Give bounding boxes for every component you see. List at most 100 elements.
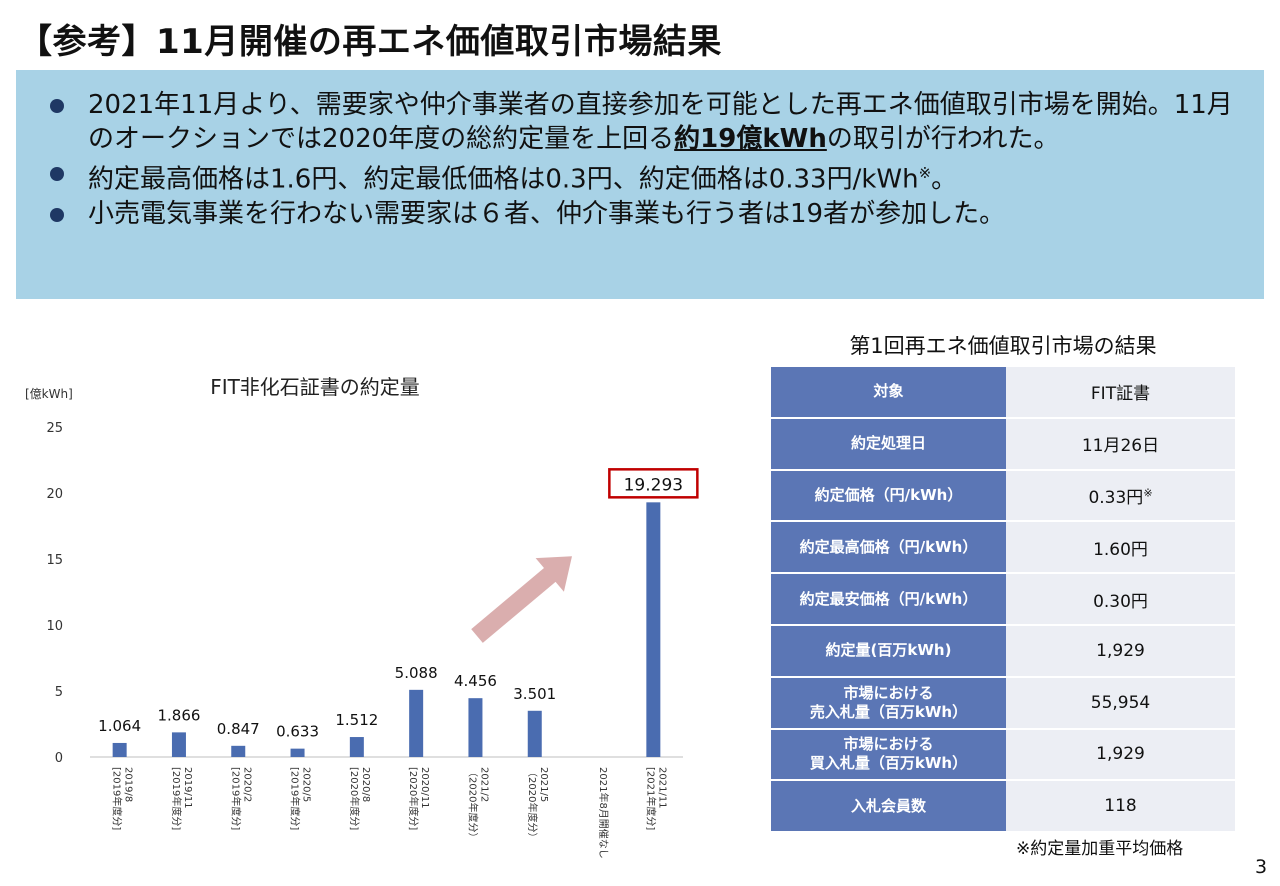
table-value-cell: 55,954 — [1006, 676, 1235, 730]
bar — [646, 502, 661, 757]
bar — [112, 742, 127, 757]
x-tick-label-line: 2020/2 — [241, 767, 252, 802]
table-key-line: 入札会員数 — [850, 796, 926, 815]
table-row: 対象 FIT証書 — [771, 367, 1235, 419]
x-tick-label-line: 2019/11 — [182, 767, 193, 809]
x-tick-label-line: 2021/2 — [478, 767, 489, 802]
results-table: 対象 FIT証書 約定処理日 11月26日 約定価格（円/kWh） 0.33円※ 約定最高価… — [771, 367, 1235, 834]
table-value-cell: 11月26日 — [1006, 417, 1235, 471]
chart-title: FIT非化石証書の約定量 — [210, 375, 420, 399]
bar — [290, 748, 305, 757]
table-row: 約定最安価格（円/kWh） 0.30円 — [771, 573, 1235, 626]
data-label: 5.088 — [395, 664, 438, 682]
table-key-line: 買入札量（百万kWh） — [809, 754, 968, 773]
table-value-cell: FIT証書 — [1006, 367, 1235, 419]
x-tick-label-line: [2020年度分] — [348, 767, 361, 830]
bullet-text: 小売電気事業を行わない需要家は６者、仲介事業も行う者は19者が参加した。 — [88, 198, 1006, 229]
bullet-item: 小売電気事業を行わない需要家は６者、仲介事業も行う者は19者が参加した。 — [48, 197, 1244, 231]
y-axis-label: [億kWh] — [25, 387, 73, 401]
table-value: 55,954 — [1090, 692, 1151, 713]
x-tick-label-line: 2021/5 — [538, 767, 549, 802]
x-tick-label: 2021年8月開催なし — [597, 767, 610, 859]
trend-arrow — [471, 556, 572, 643]
x-tick-label-line: 2020/11 — [419, 767, 430, 809]
x-tick-label-line: 2021年8月開催なし — [597, 767, 610, 859]
data-label: 1.866 — [157, 706, 200, 724]
table-row: 市場における 売入札量（百万kWh） 55,954 — [771, 676, 1235, 730]
table-key-line: 約定最安価格（円/kWh） — [799, 589, 978, 608]
bar-chart: FIT非化石証書の約定量[億kWh]05101520251.0642019/8[… — [25, 375, 699, 859]
x-tick-label-line: [2019年度分] — [229, 767, 242, 830]
x-tick-label-line: [2021年度分] — [644, 767, 657, 830]
table-key-line: 市場における — [843, 683, 934, 702]
x-tick-label: 2019/8[2019年度分] — [111, 767, 134, 830]
bullet-text: の取引が行われた。 — [826, 124, 1060, 154]
table-value-cell: 0.33円※ — [1006, 469, 1235, 523]
table-row: 約定処理日 11月26日 — [771, 417, 1235, 471]
table-key-cell: 約定処理日 — [771, 417, 1006, 471]
x-tick-label: 2021/11[2021年度分] — [644, 767, 667, 830]
table-key-line: 約定最高価格（円/kWh） — [799, 537, 978, 556]
data-label: 1.512 — [335, 711, 378, 729]
x-tick-label-line: [2019年度分] — [289, 767, 302, 830]
bullet-item: 約定最高価格は1.6円、約定最低価格は0.3円、約定価格は0.33円/kWh※。 — [48, 156, 1244, 197]
x-tick-label: 2020/2[2019年度分] — [229, 767, 252, 830]
table-value: 0.33円 — [1088, 487, 1144, 508]
table-key-line: 約定量(百万kWh) — [825, 641, 952, 660]
x-tick-label-line: 2019/8 — [123, 767, 134, 802]
table-key-line: 約定処理日 — [850, 434, 926, 453]
table-key-line: 市場における — [843, 735, 934, 754]
y-tick-label: 0 — [55, 751, 63, 766]
y-tick-label: 25 — [46, 421, 63, 436]
data-label: 19.293 — [624, 475, 683, 495]
table-key-cell: 約定最安価格（円/kWh） — [771, 573, 1006, 626]
table-value: 118 — [1104, 796, 1137, 817]
table-value-footnote-mark: ※ — [1143, 486, 1153, 500]
x-tick-label-line: [2019年度分] — [170, 767, 183, 830]
x-tick-label: 2019/11[2019年度分] — [170, 767, 193, 830]
table-key-cell: 入札会員数 — [771, 780, 1006, 834]
highlight-box — [608, 468, 699, 499]
trend-arrow-shape — [471, 556, 572, 643]
data-label: 0.847 — [217, 720, 260, 738]
bar — [527, 710, 542, 757]
y-tick-label: 10 — [46, 619, 63, 634]
bullet-text: 2021年11月より、需要家や仲介事業者の直接参加を可能とした再エネ価値取引市場… — [88, 90, 1233, 154]
table-key-cell: 約定最高価格（円/kWh） — [771, 521, 1006, 575]
x-tick-label-line: 2020/5 — [301, 767, 312, 802]
bullet-footnote-mark: ※ — [918, 164, 932, 182]
data-label: 0.633 — [276, 723, 319, 741]
x-tick-label-line: （2020年度分） — [526, 767, 539, 842]
x-tick-label: 2020/11[2020年度分] — [407, 767, 430, 830]
table-value-cell: 118 — [1006, 780, 1235, 834]
bullet-text: 。 — [931, 164, 958, 195]
table-key-cell: 市場における 買入札量（百万kWh） — [771, 728, 1006, 782]
x-tick-label-line: [2019年度分] — [111, 767, 124, 830]
bar — [349, 737, 364, 757]
bullet-text: 約定最高価格は1.6円、約定最低価格は0.3円、約定価格は0.33円/kWh — [88, 164, 919, 195]
bullet-emphasis: 約19億kWh — [674, 124, 827, 154]
data-label: 3.501 — [513, 685, 556, 703]
summary-box: 2021年11月より、需要家や仲介事業者の直接参加を可能とした再エネ価値取引市場… — [16, 70, 1264, 299]
x-tick-label: 2021/2（2020年度分） — [466, 767, 489, 842]
bullet-dot-icon — [50, 207, 64, 222]
x-tick-label-line: 2021/11 — [656, 767, 667, 809]
data-label: 1.064 — [98, 717, 141, 735]
table-title: 第1回再エネ価値取引市場の結果 — [849, 334, 1157, 358]
table-value: FIT証書 — [1090, 384, 1151, 405]
table-key-cell: 市場における 売入札量（百万kWh） — [771, 676, 1006, 730]
data-label: 4.456 — [454, 672, 497, 690]
x-tick-label-line: （2020年度分） — [466, 767, 479, 842]
table-key-cell: 対象 — [771, 367, 1006, 419]
y-tick-label: 5 — [55, 685, 63, 700]
x-tick-label: 2020/8[2020年度分] — [348, 767, 371, 830]
footnote: ※約定量加重平均価格 — [1016, 839, 1184, 859]
bar — [409, 689, 424, 757]
table-value-cell: 1,929 — [1006, 624, 1235, 678]
table-value-cell: 1,929 — [1006, 728, 1235, 782]
table-key-cell: 約定量(百万kWh) — [771, 624, 1006, 678]
x-tick-label: 2020/5[2019年度分] — [289, 767, 312, 830]
table-value-cell: 0.30円 — [1006, 573, 1235, 626]
table-key-cell: 約定価格（円/kWh） — [771, 469, 1006, 523]
bullet-dot-icon — [50, 99, 64, 113]
